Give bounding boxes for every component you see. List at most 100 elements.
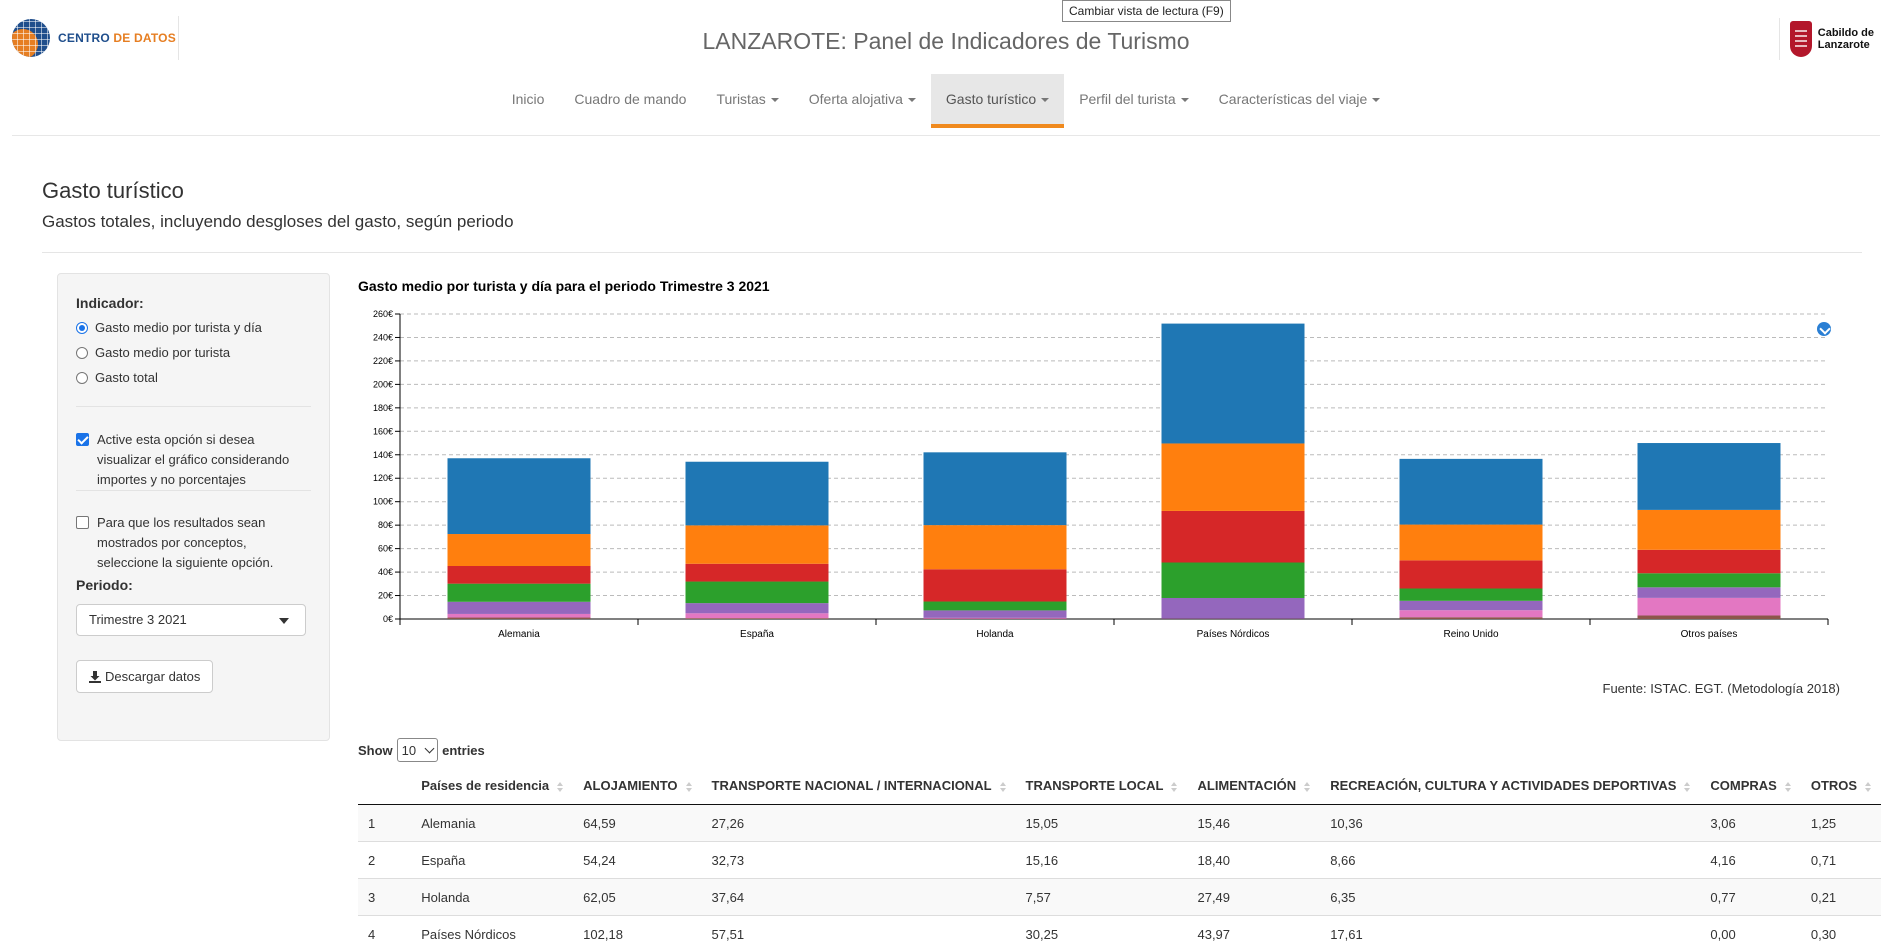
radio-gasto-medio-turista[interactable]: Gasto medio por turista [76,340,262,365]
caret-down-icon [771,98,779,102]
column-header[interactable]: TRANSPORTE NACIONAL / INTERNACIONAL [702,767,1016,805]
radio-icon [76,347,88,359]
bar-segment [1638,443,1781,510]
table-cell: 57,51 [702,916,1016,952]
table-cell: 2 [358,842,385,879]
table-cell: 0,30 [1801,916,1881,952]
page-subtitle: Gastos totales, incluyendo desgloses del… [42,212,514,232]
column-header-label: TRANSPORTE LOCAL [1026,778,1164,793]
download-icon [89,671,101,683]
bar-segment [1400,610,1543,617]
radio-label: Gasto medio por turista [95,345,230,360]
table-cell: 37,64 [702,879,1016,916]
periodo-select[interactable]: Trimestre 3 2021 [76,604,306,636]
column-header-label: TRANSPORTE NACIONAL / INTERNACIONAL [712,778,992,793]
column-header[interactable]: Países de residencia [385,767,573,805]
nav-item-inicio[interactable]: Inicio [497,74,560,128]
x-tick-label: Otros países [1681,629,1738,640]
table-cell: 64,59 [573,805,701,842]
table-cell: 15,05 [1016,805,1188,842]
bar-segment [1638,510,1781,550]
nav-item-cuadro-de-mando[interactable]: Cuadro de mando [559,74,701,128]
bar-segment [924,569,1067,601]
column-header-label: Países de residencia [421,778,549,793]
radio-label: Gasto medio por turista y día [95,320,262,335]
column-header[interactable]: COMPRAS [1700,767,1800,805]
table-cell: 102,18 [573,916,701,952]
checkbox-importes-label: Active esta opción si desea visualizar e… [97,430,306,490]
bar-segment [1162,598,1305,619]
checkbox-importes[interactable]: Active esta opción si desea visualizar e… [76,430,306,490]
bar-segment [1162,443,1305,510]
column-header-label: OTROS [1811,778,1857,793]
bar-segment [686,582,829,604]
column-header[interactable]: RECREACIÓN, CULTURA Y ACTIVIDADES DEPORT… [1320,767,1700,805]
chart-export-icon[interactable] [1817,322,1831,336]
table-cell: 4 [358,916,385,952]
entries-select[interactable]: 10 [397,738,438,762]
chart-title: Gasto medio por turista y día para el pe… [358,278,770,294]
nav-item-label: Características del viaje [1219,91,1368,107]
checkbox-conceptos[interactable]: Para que los resultados sean mostrados p… [76,513,306,573]
nav-item-oferta-alojativa[interactable]: Oferta alojativa [794,74,931,128]
sort-icon [1785,782,1791,792]
radio-gasto-total[interactable]: Gasto total [76,365,262,390]
cabildo-logo[interactable]: Cabildo de Lanzarote [1779,18,1874,60]
bar-segment [448,458,591,534]
column-header[interactable]: TRANSPORTE LOCAL [1016,767,1188,805]
sidebar-divider [76,490,311,491]
stacked-bar-chart: 0€20€40€60€80€100€120€140€160€180€200€22… [358,296,1858,646]
bar-segment [1400,589,1543,601]
bar-segment [1638,615,1781,619]
column-header[interactable]: OTROS [1801,767,1881,805]
table-cell: 6,35 [1320,879,1700,916]
entries-value: 10 [402,743,416,758]
table-cell: 27,49 [1187,879,1320,916]
indicador-label: Indicador: [76,295,144,311]
checkbox-checked-icon[interactable] [76,433,89,446]
page-divider [42,252,1862,253]
bar-segment [1400,525,1543,561]
show-label: Show [358,743,393,758]
bar-segment [448,602,591,614]
column-header[interactable]: ALIMENTACIÓN [1187,767,1320,805]
table-cell: Países Nórdicos [385,916,573,952]
column-header-label: ALOJAMIENTO [583,778,677,793]
radio-gasto-medio-dia[interactable]: Gasto medio por turista y día [76,315,262,340]
y-tick-label: 20€ [378,591,393,601]
bar-segment [448,534,591,566]
column-header-label: COMPRAS [1710,778,1776,793]
checkbox-conceptos-label: Para que los resultados sean mostrados p… [97,513,306,573]
download-data-button[interactable]: Descargar datos [76,660,213,693]
caret-down-icon [1181,98,1189,102]
radio-icon [76,372,88,384]
caret-down-icon [1041,98,1049,102]
table-cell: 3 [358,879,385,916]
sort-icon [1304,782,1310,792]
table-cell: 17,61 [1320,916,1700,952]
y-tick-label: 40€ [378,567,393,577]
column-header[interactable]: ALOJAMIENTO [573,767,701,805]
table-cell: 4,16 [1700,842,1800,879]
bar-segment [686,603,829,613]
y-tick-label: 200€ [373,379,393,389]
nav-item-turistas[interactable]: Turistas [701,74,793,128]
table-cell: 8,66 [1320,842,1700,879]
nav-item-perfil-del-turista[interactable]: Perfil del turista [1064,74,1203,128]
y-tick-label: 120€ [373,473,393,483]
checkbox-icon[interactable] [76,516,89,529]
bar-segment [448,618,591,619]
chevron-down-icon [279,618,289,624]
app-title: LANZAROTE: Panel de Indicadores de Turis… [0,28,1892,55]
y-tick-label: 220€ [373,356,393,366]
bar-segment [1638,573,1781,587]
table-cell: 0,21 [1801,879,1881,916]
bar-segment [1400,617,1543,619]
nav-item-características-del-viaje[interactable]: Características del viaje [1204,74,1396,128]
bar-segment [1400,601,1543,610]
nav-item-gasto-turístico[interactable]: Gasto turístico [931,74,1064,128]
